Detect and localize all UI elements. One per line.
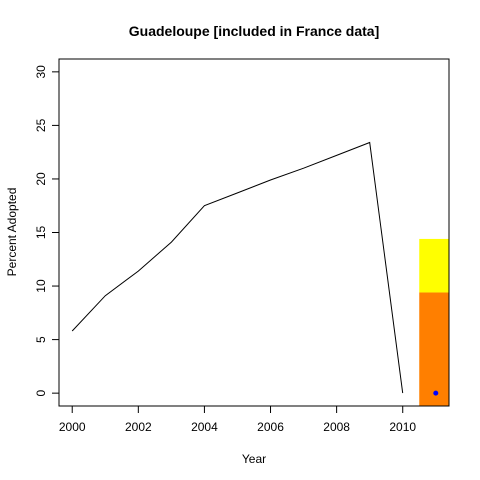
- x-tick-label: 2008: [323, 420, 350, 434]
- series-line-0: [71, 141, 404, 394]
- y-tick-label: 30: [34, 65, 48, 79]
- y-tick-label: 20: [34, 172, 48, 186]
- data-point-marker: [433, 390, 439, 396]
- plot-frame: [58, 58, 450, 407]
- y-tick-label: 15: [34, 226, 48, 240]
- chart-title: Guadeloupe [included in France data]: [129, 23, 379, 39]
- y-tick-label: 25: [34, 118, 48, 132]
- x-axis-label: Year: [242, 452, 266, 466]
- x-tick-label: 2002: [125, 420, 152, 434]
- bar-segment-1: [419, 238, 449, 293]
- y-tick-label: 10: [34, 279, 48, 293]
- x-tick-label: 2010: [389, 420, 416, 434]
- bar-segment-0: [419, 292, 449, 406]
- x-tick-label: 2000: [59, 420, 86, 434]
- y-axis-label: Percent Adopted: [5, 188, 19, 277]
- y-tick-label: 5: [34, 336, 48, 343]
- x-tick-label: 2006: [257, 420, 284, 434]
- x-tick-label: 2004: [191, 420, 218, 434]
- y-tick-label: 0: [34, 389, 48, 396]
